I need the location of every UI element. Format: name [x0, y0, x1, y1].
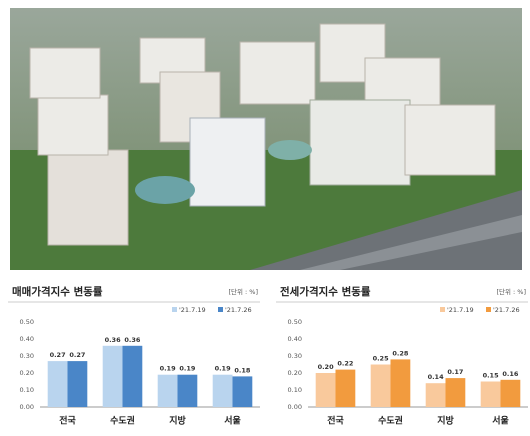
- bar: [102, 345, 123, 407]
- value-label: 0.18: [234, 366, 251, 374]
- photo: [10, 8, 522, 270]
- bar: [212, 374, 233, 407]
- bar: [390, 359, 411, 407]
- bar: [500, 379, 521, 407]
- y-tick-label: 0.50: [288, 318, 302, 326]
- chart-title: 전세가격지수 변동률: [280, 285, 371, 298]
- value-label: 0.19: [215, 365, 232, 373]
- bar: [177, 374, 198, 407]
- legend-label: '21.7.26: [493, 306, 520, 314]
- bar: [335, 369, 356, 407]
- value-label: 0.14: [428, 373, 445, 381]
- unit-label: [단위 : %]: [228, 287, 258, 296]
- value-label: 0.16: [502, 370, 519, 378]
- legend-swatch: [486, 307, 491, 312]
- x-tick-label: 수도권: [378, 415, 403, 427]
- y-tick-label: 0.40: [20, 335, 34, 343]
- y-tick-label: 0.20: [20, 369, 34, 377]
- bar: [47, 361, 68, 407]
- value-label: 0.36: [105, 336, 122, 344]
- x-tick-label: 지방: [169, 415, 186, 427]
- bar: [425, 383, 446, 407]
- bar: [370, 364, 391, 407]
- unit-label: [단위 : %]: [496, 287, 526, 296]
- x-tick-label: 수도권: [110, 415, 135, 427]
- value-label: 0.28: [392, 349, 409, 357]
- bar: [480, 381, 501, 407]
- value-label: 0.36: [124, 336, 141, 344]
- x-tick-label: 전국: [327, 415, 344, 427]
- value-label: 0.25: [373, 355, 390, 363]
- x-tick-label: 서울: [492, 415, 509, 427]
- y-tick-label: 0.30: [288, 352, 302, 360]
- x-tick-label: 서울: [224, 415, 241, 427]
- legend-label: '21.7.26: [225, 306, 252, 314]
- legend-swatch: [172, 307, 177, 312]
- value-label: 0.19: [179, 365, 196, 373]
- bar: [157, 374, 178, 407]
- value-label: 0.27: [50, 351, 66, 359]
- value-label: 0.15: [483, 372, 500, 380]
- legend-swatch: [218, 307, 223, 312]
- bar: [67, 361, 88, 407]
- bar: [232, 376, 253, 407]
- value-label: 0.20: [318, 363, 335, 371]
- y-tick-label: 0.10: [20, 386, 34, 394]
- bar: [445, 378, 466, 407]
- value-label: 0.19: [160, 365, 177, 373]
- y-tick-label: 0.30: [20, 352, 34, 360]
- y-tick-label: 0.50: [20, 318, 34, 326]
- y-tick-label: 0.00: [288, 403, 302, 411]
- y-tick-label: 0.20: [288, 369, 302, 377]
- x-tick-label: 지방: [437, 415, 454, 427]
- x-tick-label: 전국: [59, 415, 76, 427]
- bar: [122, 345, 143, 407]
- legend-label: '21.7.19: [447, 306, 474, 314]
- bar: [315, 373, 336, 407]
- legend-swatch: [440, 307, 445, 312]
- value-label: 0.17: [447, 368, 463, 376]
- value-label: 0.22: [337, 360, 353, 368]
- legend-label: '21.7.19: [179, 306, 206, 314]
- y-tick-label: 0.40: [288, 335, 302, 343]
- chart-title: 매매가격지수 변동률: [12, 285, 103, 298]
- value-label: 0.27: [69, 351, 85, 359]
- y-tick-label: 0.00: [20, 403, 34, 411]
- y-tick-label: 0.10: [288, 386, 302, 394]
